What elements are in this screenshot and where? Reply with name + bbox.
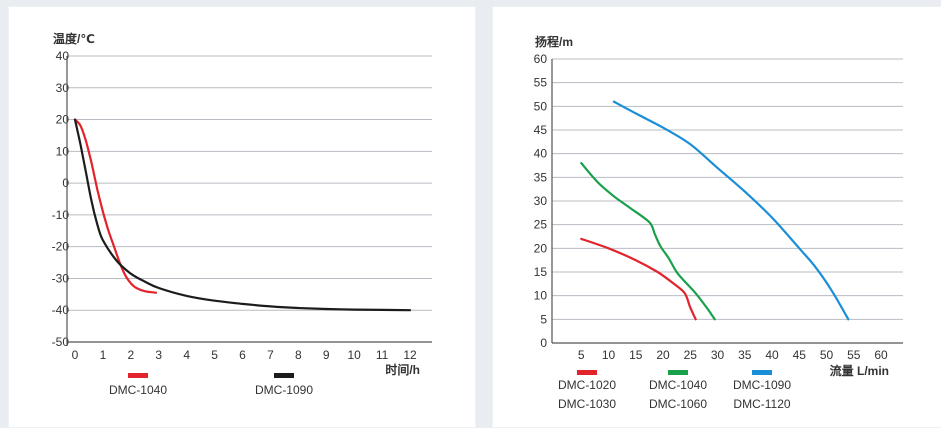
y-tick-label: 0 [62,176,69,190]
x-tick-label: 2 [127,348,134,362]
y-tick-label: 0 [540,336,547,350]
x-tick-label: 45 [793,348,807,362]
series-line-3 [612,100,850,321]
x-tick-label: 15 [629,348,643,362]
series-line-dmc-1040 [73,118,158,294]
x-tick-label: 35 [738,348,752,362]
x-tick-label: 50 [820,348,834,362]
series-line-dmc-1090 [73,118,412,312]
x-tick-label: 25 [684,348,698,362]
y-tick-label: 40 [534,147,548,161]
y-tick-label: 35 [534,170,548,184]
left-chart-panel: 温度/℃ 40 30 20 10 0 -10 -20 -30 -40 -50 0 1 2 3 4 5 6 7 8 9 10… [8,6,476,428]
x-tick-label: 8 [295,348,302,362]
x-tick-label: 30 [711,348,725,362]
y-tick-label: 50 [534,99,548,113]
legend-swatch [752,370,772,375]
y-axis-label: 扬程/m [535,34,573,49]
y-tick-label: 25 [534,218,548,232]
y-tick-label: 5 [540,312,547,326]
x-tick-label: 11 [376,348,389,362]
y-tick-label: 55 [534,76,548,90]
y-tick-label: -40 [52,303,70,317]
legend-label: DMC-1030 [558,397,616,411]
x-tick-label: 9 [323,348,330,362]
y-tick-label: 10 [56,144,70,158]
y-tick-label: 30 [534,194,548,208]
legend-swatch [128,373,148,378]
x-tick-label: 60 [874,348,888,362]
legend-swatch [668,370,688,375]
y-tick-label: -10 [52,208,70,222]
x-tick-label: 0 [72,348,79,362]
x-tick-label: 5 [211,348,218,362]
x-tick-label: 5 [578,348,585,362]
right-chart-panel: 扬程/m 60 55 50 45 40 35 30 25 20 15 10 5 0 5 10 15 20 25 30 3… [492,6,941,428]
y-tick-label: -30 [52,271,70,285]
y-tick-label: 10 [534,289,548,303]
y-tick-label: 30 [56,81,70,95]
y-tick-label: 40 [56,49,70,63]
x-tick-label: 12 [403,348,417,362]
x-tick-label: 7 [267,348,274,362]
legend-label: DMC-1040 [649,378,707,392]
y-tick-label: -20 [52,240,70,254]
x-tick-label: 20 [656,348,670,362]
y-tick-label: 20 [534,241,548,255]
x-tick-label: 10 [347,348,361,362]
series-line-2 [580,162,716,321]
legend-label: DMC-1060 [649,397,707,411]
legend-label: DMC-1120 [733,397,790,411]
x-tick-label: 3 [155,348,162,362]
y-tick-label: -50 [52,335,70,349]
x-tick-label: 10 [602,348,616,362]
x-axis-label: 流量 L/min [830,363,889,378]
x-tick-label: 55 [847,348,861,362]
series-line-1 [580,237,697,321]
x-axis-label: 时间/h [385,362,420,377]
x-tick-label: 4 [183,348,190,362]
x-tick-label: 6 [239,348,246,362]
legend-label: DMC-1090 [733,378,791,392]
legend-label: DMC-1090 [255,383,313,397]
y-tick-label: 20 [56,113,70,127]
x-tick-label: 1 [100,348,107,362]
y-axis-label: 温度/℃ [53,31,95,46]
y-tick-label: 60 [534,52,548,66]
y-tick-label: 45 [534,123,548,137]
legend-label: DMC-1020 [558,378,616,392]
legend-swatch [577,370,597,375]
legend-swatch [274,373,294,378]
x-tick-label: 40 [765,348,779,362]
legend-label: DMC-1040 [109,383,167,397]
y-tick-label: 15 [534,265,548,279]
